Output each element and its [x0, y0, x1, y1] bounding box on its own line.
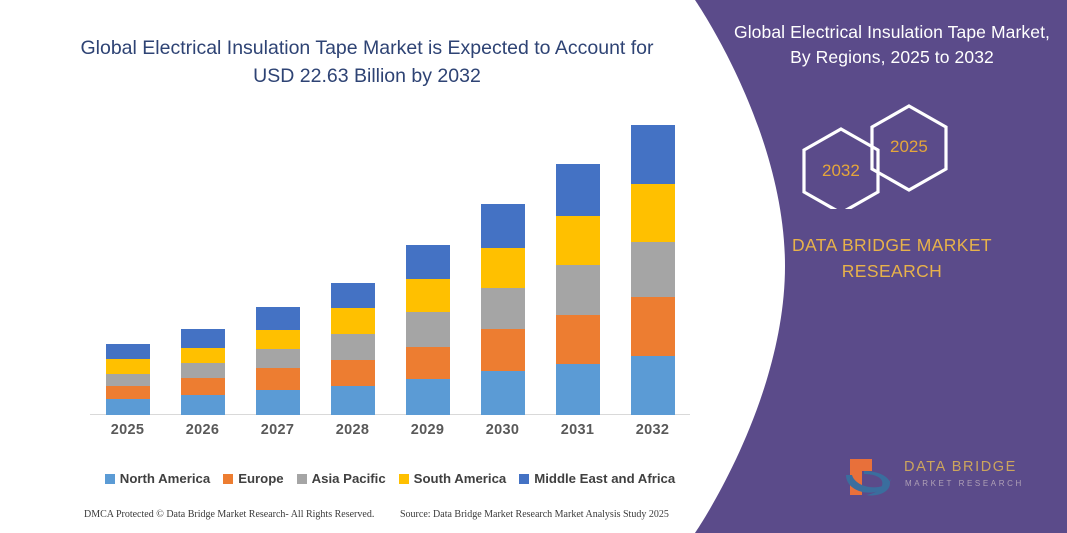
legend-item[interactable]: North America	[104, 471, 211, 486]
x-axis-labels: 2025 2026 2027 2028 2029 2030 2031 2032	[90, 422, 690, 444]
bar-segment	[180, 394, 225, 415]
x-axis-tick-2032: 2032	[635, 422, 670, 438]
purple-panel-shape	[695, 0, 1067, 533]
legend-swatch-icon	[104, 473, 115, 484]
bar-segment	[555, 363, 600, 415]
legend-item[interactable]: Europe	[223, 471, 284, 486]
panel-heading: Global Electrical Insulation Tape Market…	[733, 22, 1050, 68]
company-logo: DATA BRIDGE MARKET RESEARCH	[842, 455, 1052, 507]
chart-legend: North America Europe Asia Pacific South Ame…	[90, 471, 690, 486]
chart-title: Global Electrical Insulation Tape Market…	[80, 37, 654, 88]
bar-segment	[180, 378, 225, 395]
brand-line-2: RESEARCH	[841, 261, 943, 282]
hexagon-2025-shape	[870, 104, 948, 192]
legend-item[interactable]: South America	[398, 471, 507, 486]
x-axis-tick-2025: 2025	[110, 422, 145, 438]
bar-segment	[630, 297, 675, 356]
bar-segment	[480, 288, 525, 329]
brand-line-1: DATA BRIDGE MARKET	[791, 235, 993, 255]
legend-label: South America	[413, 471, 507, 486]
bar-segment	[555, 163, 600, 216]
footer-copyright: DMCA Protected © Data Bridge Market Rese…	[84, 509, 375, 520]
brand-name: DATA BRIDGE MARKET RESEARCH	[727, 232, 1057, 285]
legend-item[interactable]: Middle East and Africa	[519, 471, 675, 486]
legend-label: North America	[119, 471, 211, 486]
hexagon-svg	[802, 104, 948, 215]
legend-swatch-icon	[398, 473, 409, 484]
bar-segment	[105, 358, 150, 374]
hexagon-graphic: 2025 2032	[789, 104, 969, 215]
bar-segment	[555, 215, 600, 265]
footer-source: Source: Data Bridge Market Research Mark…	[400, 509, 669, 520]
bar-stack	[255, 307, 300, 415]
right-brand-panel: Global Electrical Insulation Tape Market…	[667, 0, 1067, 533]
bar-segment	[330, 385, 375, 415]
legend-label: Middle East and Africa	[534, 471, 676, 486]
bar-segment	[480, 328, 525, 372]
data-bridge-logo-icon	[846, 459, 892, 496]
bar-segment	[255, 329, 300, 350]
bar-segment	[255, 389, 300, 415]
bar-stack	[630, 124, 675, 415]
bar-segment	[405, 379, 450, 415]
bar-segment	[405, 346, 450, 380]
bar-segment	[555, 314, 600, 364]
x-axis-tick-2028: 2028	[335, 422, 370, 438]
bar-segment	[330, 307, 375, 334]
bar-segment	[255, 349, 300, 369]
chart-plot-area	[90, 120, 690, 415]
x-axis-tick-2031: 2031	[560, 422, 595, 438]
bar-segment	[630, 183, 675, 243]
x-axis-line	[90, 414, 690, 415]
bar-stack	[105, 343, 150, 415]
x-axis-tick-2026: 2026	[185, 422, 220, 438]
bar-segment	[180, 363, 225, 379]
bar-segment	[330, 282, 375, 308]
legend-swatch-icon	[223, 473, 234, 484]
bar-stack	[180, 328, 225, 415]
bar-segment	[405, 278, 450, 312]
bar-stack	[480, 203, 525, 415]
bar-segment	[555, 264, 600, 315]
logo-text-secondary: MARKET RESEARCH	[905, 479, 1024, 488]
bar-segment	[630, 242, 675, 298]
logo-text-primary: DATA BRIDGE	[904, 459, 1017, 475]
x-axis-tick-2029: 2029	[410, 422, 445, 438]
bar-segment	[255, 307, 300, 330]
bar-segment	[405, 311, 450, 347]
bar-segment	[480, 371, 525, 415]
legend-swatch-icon	[296, 473, 307, 484]
hexagon-label-end: 2025	[890, 137, 928, 156]
legend-swatch-icon	[519, 473, 530, 484]
bar-segment	[180, 347, 225, 364]
bar-stack	[330, 282, 375, 415]
bar-segment	[480, 203, 525, 248]
bar-stack	[555, 163, 600, 415]
bar-segment	[330, 333, 375, 360]
legend-item[interactable]: Asia Pacific	[296, 471, 386, 486]
bar-segment	[630, 124, 675, 184]
bar-segment	[105, 386, 150, 400]
bar-segment	[105, 373, 150, 387]
legend-label: Europe	[238, 471, 284, 486]
x-axis-tick-2030: 2030	[485, 422, 520, 438]
legend-label: Asia Pacific	[311, 471, 386, 486]
bar-segment	[630, 355, 675, 415]
bar-segment	[105, 343, 150, 359]
bar-segment	[330, 359, 375, 386]
bar-segment	[105, 399, 150, 415]
bar-segment	[180, 328, 225, 348]
bar-segment	[405, 244, 450, 279]
bar-segment	[480, 247, 525, 289]
x-axis-tick-2027: 2027	[260, 422, 295, 438]
bar-stack	[405, 244, 450, 415]
hexagon-label-start: 2032	[822, 161, 860, 180]
bar-segment	[255, 368, 300, 390]
